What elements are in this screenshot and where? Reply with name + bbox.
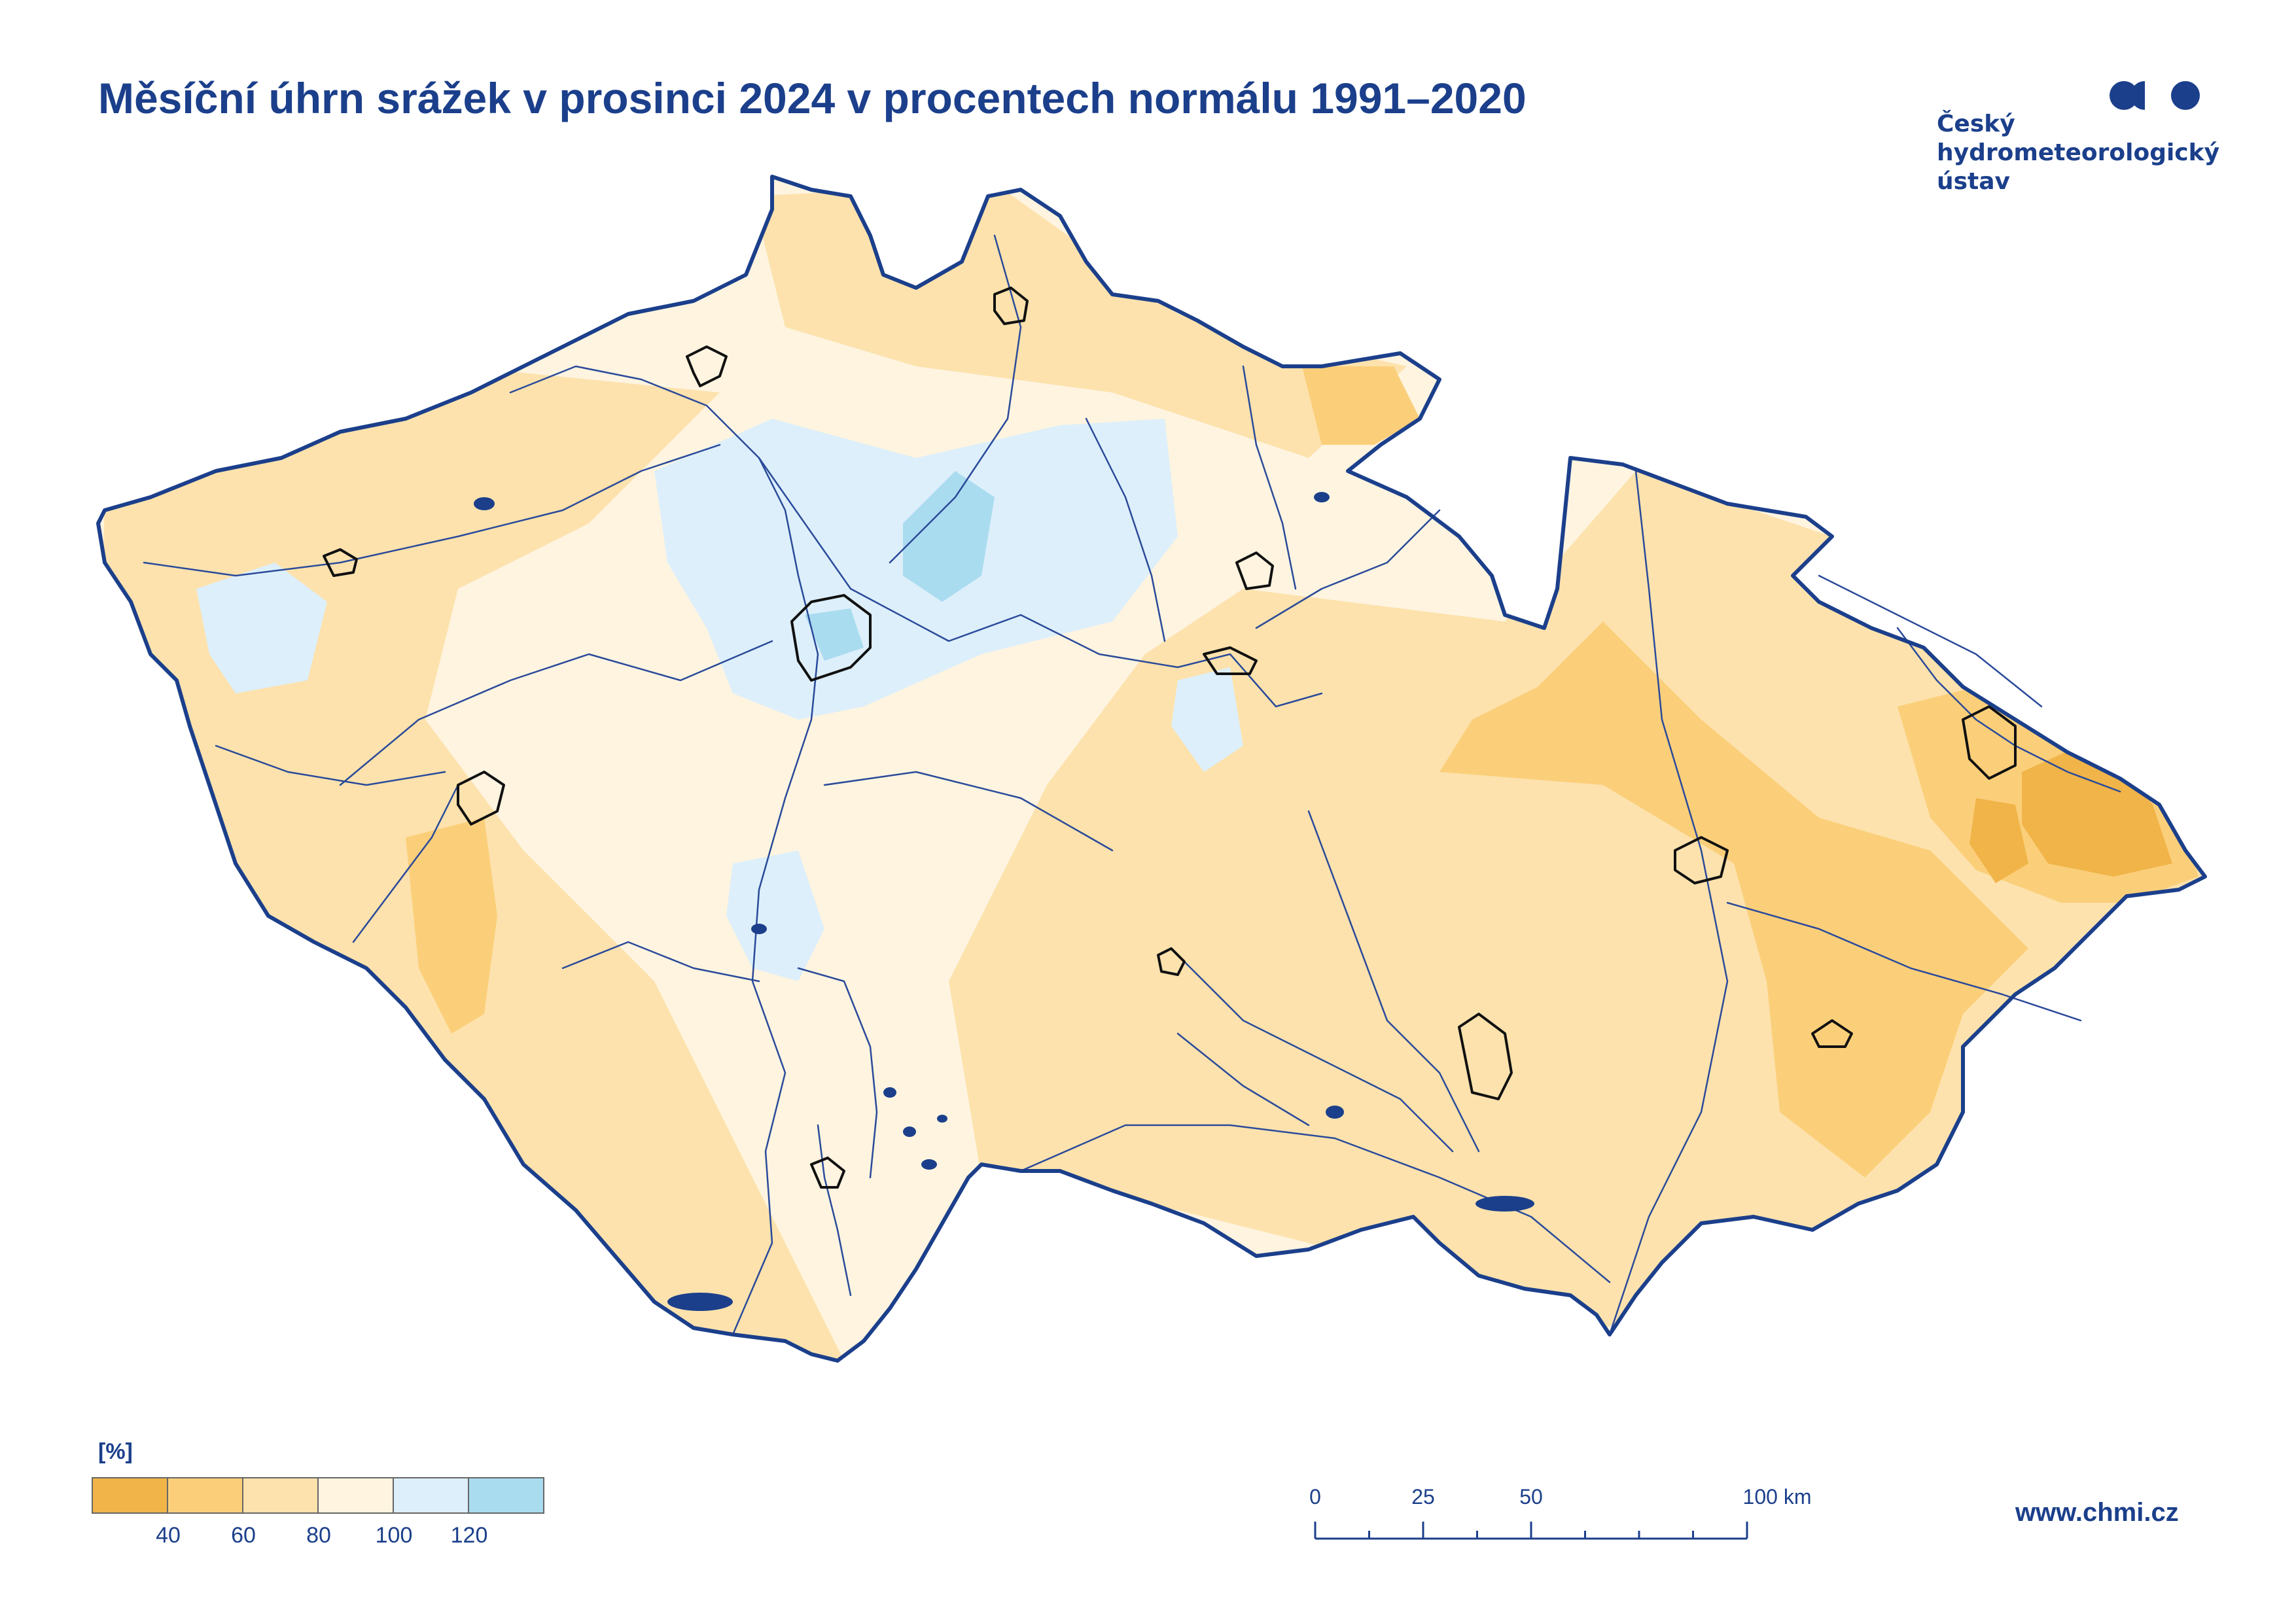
legend-unit: [%] [98, 1439, 133, 1464]
class-100-120-east [1171, 667, 1243, 772]
legend-tick-label: 100 [375, 1523, 413, 1548]
city-zlin [1811, 1019, 1853, 1048]
reservoirs [474, 492, 1534, 1311]
class-40-60-west [406, 818, 497, 1034]
class-100-120-west [196, 563, 327, 693]
river-svratka [1307, 810, 1480, 1153]
city-karlovy-vary [323, 548, 358, 577]
reservoir-orlik [751, 924, 767, 934]
legend-box-0 [92, 1477, 168, 1514]
scale-bar-graphic [1314, 1522, 1748, 1540]
reservoir-dalesice [1326, 1106, 1344, 1119]
rivers [143, 234, 2121, 1336]
river-dyje [1019, 1124, 1611, 1283]
river-mze [215, 744, 446, 786]
reservoir-pond-1 [883, 1087, 896, 1098]
river-morava [1608, 470, 1729, 1336]
legend-box-5 [468, 1477, 544, 1514]
city-hradec [1235, 551, 1274, 590]
scale-label: 100 km [1742, 1485, 1812, 1509]
scale-label: 50 [1519, 1485, 1543, 1509]
city-usti [686, 345, 728, 387]
river-malse [817, 1124, 852, 1297]
logo-line-3: ústav [1937, 168, 2011, 195]
reservoir-lipno [667, 1293, 733, 1311]
legend-tick-label: 60 [231, 1523, 256, 1548]
chmi-logo-mark-icon [2110, 81, 2200, 110]
reservoir-pond-4 [937, 1115, 947, 1123]
logo-text: Český hydrometeorologický ústav [1937, 110, 2219, 196]
legend-tick-label: 120 [450, 1523, 488, 1548]
reservoir-nove-mlyny [1475, 1196, 1534, 1212]
website-link[interactable]: www.chmi.cz [2015, 1498, 2179, 1527]
river-sazava [823, 771, 1114, 852]
river-vltava [732, 457, 819, 1336]
city-olomouc [1674, 836, 1729, 884]
city-ostrava [1962, 705, 2017, 780]
river-upa [1242, 365, 1297, 590]
reservoir-nechranice [474, 497, 495, 510]
scale-label: 0 [1309, 1485, 1321, 1509]
river-oslava [1176, 1032, 1310, 1126]
class-lt40-silesia [2022, 739, 2172, 877]
city-plzen [457, 771, 505, 826]
city-outlines [323, 287, 2017, 1189]
city-jihlava [1157, 947, 1186, 976]
river-jihlava [1176, 954, 1454, 1153]
logo-line-2: hydrometeorologický [1937, 139, 2220, 166]
scale-bar: 0 25 50 100 km [1309, 1485, 1811, 1550]
river-berounka [339, 640, 773, 786]
river-luznice [797, 967, 878, 1179]
chmi-logo[interactable]: Český hydrometeorologický ústav [1937, 72, 2219, 203]
reservoir-pond-3 [921, 1159, 937, 1170]
map-title: Měsíční úhrn srážek v prosinci 2024 v pr… [98, 74, 1527, 122]
legend-tick-label: 40 [156, 1523, 181, 1548]
river-becva [1726, 901, 2082, 1022]
river-radbuza [352, 784, 459, 943]
class-40-60-moravia [1439, 621, 2028, 1178]
river-opava [1818, 574, 2043, 708]
reservoir-pond-2 [903, 1126, 916, 1137]
legend: [%] 40 60 80 100 120 [92, 1439, 576, 1557]
city-ceske-budejovice [810, 1157, 845, 1189]
legend-box-4 [393, 1477, 469, 1514]
class-gt120-prague [805, 608, 864, 661]
river-orlice [1255, 509, 1441, 629]
class-100-120-south [726, 850, 824, 981]
river-otava [561, 941, 760, 983]
logo-line-1: Český [1937, 111, 2015, 137]
reservoir-rozkos [1314, 492, 1330, 502]
city-pardubice [1203, 646, 1258, 675]
class-40-60-north [1302, 366, 1420, 445]
legend-box-3 [317, 1477, 394, 1514]
city-prague [790, 594, 872, 682]
legend-box-1 [167, 1477, 243, 1514]
river-odra [1896, 627, 2121, 793]
river-ohre [143, 444, 721, 577]
city-liberec [993, 287, 1029, 325]
legend-box-2 [242, 1477, 319, 1514]
class-gt120-central [903, 471, 995, 602]
river-cidlina [1085, 417, 1166, 642]
city-brno [1458, 1013, 1513, 1100]
river-labe [509, 365, 1323, 708]
river-jizera [889, 234, 1022, 564]
legend-boxes [92, 1477, 544, 1514]
legend-tick-label: 80 [306, 1523, 331, 1548]
class-lt40-patch [1969, 798, 2028, 883]
scale-label: 25 [1411, 1485, 1435, 1509]
